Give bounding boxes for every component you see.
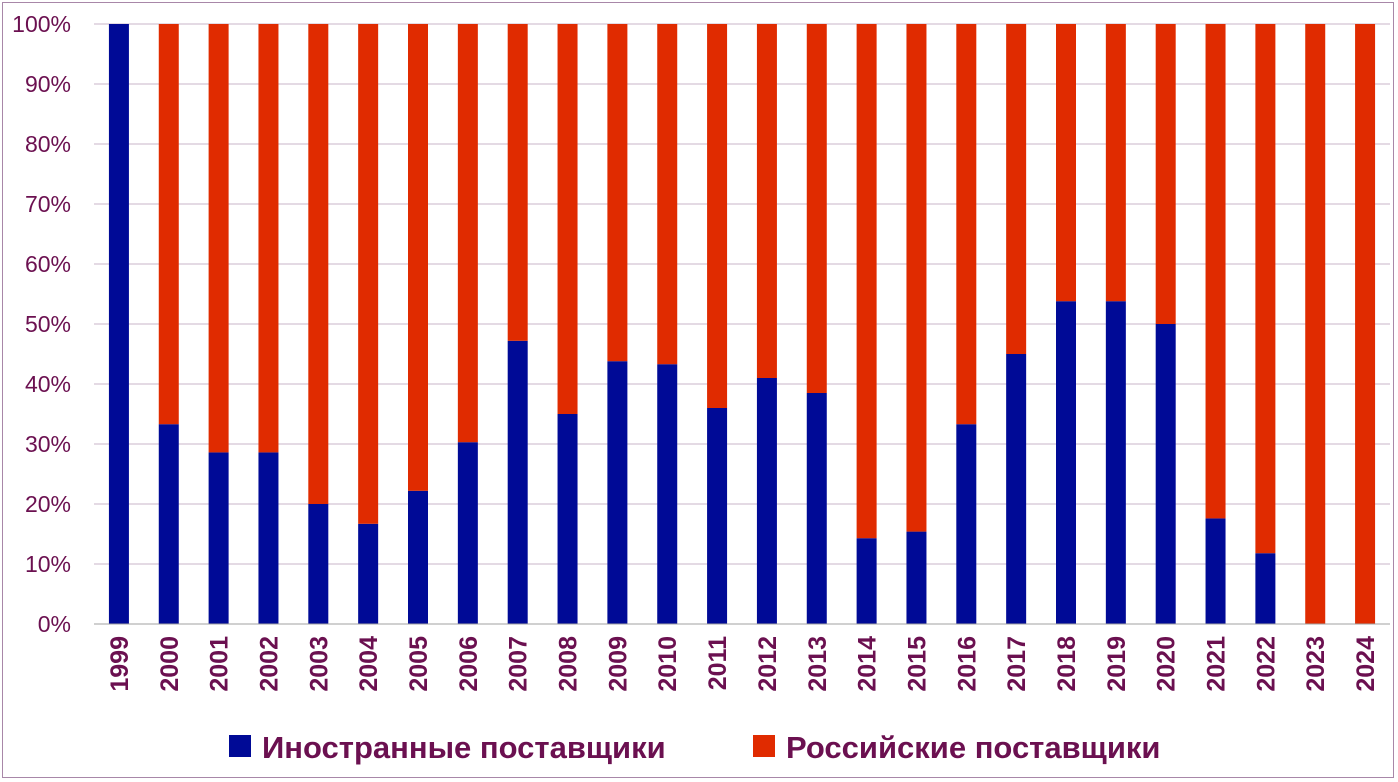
- x-tick-label: 2005: [405, 636, 433, 692]
- bar-foreign-2016: [956, 424, 977, 624]
- x-tick-label: 2018: [1053, 636, 1081, 692]
- bar-russian-2023: [1305, 24, 1326, 624]
- x-tick-label: 2006: [455, 636, 483, 692]
- x-tick-label: 2020: [1153, 636, 1181, 692]
- x-tick-label: 2009: [604, 636, 632, 692]
- bar-russian-2008: [557, 24, 578, 414]
- bar-russian-2003: [308, 24, 329, 504]
- y-tick-label: 90%: [25, 71, 71, 97]
- bar-foreign-2004: [358, 523, 379, 624]
- x-tick-label: 2008: [555, 636, 583, 692]
- bar-foreign-2010: [657, 364, 678, 624]
- y-tick-label: 60%: [25, 251, 71, 277]
- bar-foreign-2001: [208, 452, 229, 624]
- x-tick-label: 2021: [1203, 636, 1231, 692]
- x-tick-label: 1999: [106, 636, 134, 692]
- y-tick-label: 70%: [25, 191, 71, 217]
- bar-foreign-2008: [557, 414, 578, 624]
- bar-foreign-2014: [856, 538, 877, 624]
- x-tick-label: 2003: [305, 636, 333, 692]
- bar-russian-2021: [1205, 24, 1226, 519]
- bar-foreign-2011: [707, 408, 728, 624]
- bar-russian-2010: [657, 24, 678, 365]
- bar-foreign-2007: [507, 340, 528, 624]
- legend-swatch-russian: [753, 735, 775, 757]
- bar-russian-2001: [208, 24, 229, 453]
- bar-russian-2019: [1105, 24, 1126, 302]
- stacked-bar-chart: 0% 10% 20% 30% 40% 50% 60% 70% 80% 90% 100% 1999 20…: [12, 11, 1390, 765]
- bar-russian-2000: [158, 24, 179, 425]
- legend-swatch-foreign: [229, 735, 251, 757]
- y-axis-ticks: 0% 10% 20% 30% 40% 50% 60% 70% 80% 90% 100%: [12, 11, 71, 637]
- bar-foreign-2006: [457, 442, 478, 624]
- legend-item-russian: Российские поставщики: [753, 730, 1160, 765]
- bar-foreign-1999: [108, 24, 129, 624]
- bars: [108, 24, 1376, 624]
- bar-russian-2013: [806, 24, 827, 393]
- bar-russian-2015: [906, 24, 927, 532]
- x-tick-label: 2000: [156, 636, 184, 692]
- y-tick-label: 40%: [25, 371, 71, 397]
- x-tick-label: 2012: [754, 636, 782, 692]
- bar-russian-2011: [707, 24, 728, 408]
- bar-russian-2007: [507, 24, 528, 341]
- x-tick-label: 2016: [953, 636, 981, 692]
- legend: Иностранные поставщики Российские постав…: [229, 730, 1160, 765]
- bar-foreign-2003: [308, 504, 329, 624]
- bar-foreign-2005: [408, 490, 428, 624]
- bar-foreign-2022: [1255, 553, 1276, 624]
- bar-russian-2022: [1255, 24, 1276, 554]
- x-tick-label: 2019: [1103, 636, 1131, 692]
- x-tick-label: 2011: [704, 636, 732, 690]
- bar-russian-2012: [756, 24, 777, 378]
- x-tick-label: 2001: [206, 636, 234, 692]
- x-tick-label: 2015: [903, 636, 931, 692]
- bar-russian-2006: [457, 24, 478, 443]
- y-tick-label: 100%: [12, 11, 71, 37]
- bar-foreign-2021: [1205, 518, 1226, 624]
- bar-foreign-2020: [1155, 324, 1176, 624]
- y-tick-label: 30%: [25, 431, 71, 457]
- bar-foreign-2000: [158, 424, 179, 624]
- bar-russian-2005: [408, 24, 428, 491]
- bar-russian-2004: [358, 24, 379, 524]
- bar-foreign-2018: [1056, 301, 1076, 624]
- y-tick-label: 80%: [25, 131, 71, 157]
- bar-foreign-2015: [906, 531, 927, 624]
- bar-russian-2017: [1006, 24, 1027, 354]
- y-tick-label: 10%: [25, 551, 71, 577]
- bar-foreign-2013: [806, 393, 827, 624]
- x-tick-label: 2022: [1252, 636, 1280, 692]
- bar-foreign-2017: [1006, 354, 1027, 624]
- bar-russian-2016: [956, 24, 977, 425]
- x-tick-label: 2017: [1003, 636, 1031, 692]
- x-tick-label: 2024: [1352, 636, 1380, 692]
- x-tick-label: 2007: [505, 636, 533, 692]
- x-tick-label: 2002: [255, 636, 283, 692]
- bar-russian-2018: [1056, 24, 1076, 302]
- bar-russian-2020: [1155, 24, 1176, 324]
- bar-foreign-2009: [607, 361, 628, 624]
- x-tick-label: 2013: [804, 636, 832, 692]
- bar-russian-2014: [856, 24, 877, 539]
- y-tick-label: 50%: [25, 311, 71, 337]
- x-tick-label: 2014: [854, 636, 882, 692]
- gridlines: [94, 23, 1390, 565]
- bar-foreign-2002: [258, 452, 279, 624]
- bar-foreign-2019: [1105, 301, 1126, 624]
- y-tick-label: 0%: [38, 611, 71, 637]
- bar-russian-2009: [607, 24, 628, 362]
- bar-russian-2002: [258, 24, 279, 453]
- x-tick-label: 2004: [355, 636, 383, 692]
- y-tick-label: 20%: [25, 491, 71, 517]
- bar-foreign-2012: [756, 378, 777, 624]
- legend-label-foreign: Иностранные поставщики: [262, 730, 666, 765]
- legend-label-russian: Российские поставщики: [786, 730, 1160, 765]
- bar-russian-2024: [1355, 24, 1376, 624]
- legend-item-foreign: Иностранные поставщики: [229, 730, 666, 765]
- x-axis-ticks: 1999 2000 2001 2002 2003 2004 2005 2006 2007 2008…: [106, 636, 1380, 692]
- x-tick-label: 2010: [654, 636, 682, 692]
- x-tick-label: 2023: [1302, 636, 1330, 692]
